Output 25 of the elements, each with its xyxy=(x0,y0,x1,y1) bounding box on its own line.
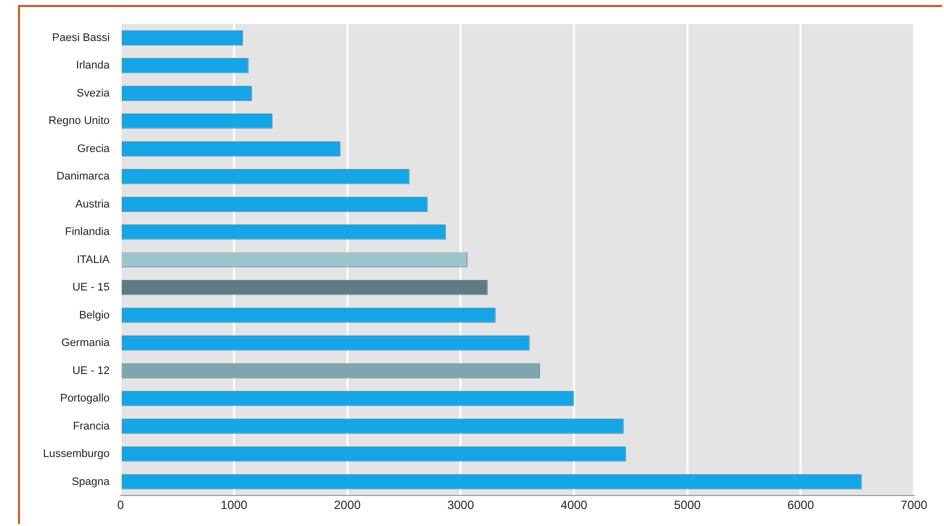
y-tick-label: Paesi Bassi xyxy=(52,32,110,44)
y-tick-label: Austria xyxy=(75,198,111,210)
y-tick-label: ITALIA xyxy=(76,254,110,266)
y-tick-label: Germania xyxy=(61,337,111,350)
x-tick-label: 6000 xyxy=(787,498,814,512)
y-tick-label: Svezia xyxy=(76,87,111,100)
x-tick-label: 4000 xyxy=(560,498,588,512)
y-tick-label: UE - 15 xyxy=(72,282,110,294)
y-tick-label: Lussemburgo xyxy=(42,448,110,460)
y-tick-label: Portogallo xyxy=(60,392,110,405)
y-tick-label: Spagna xyxy=(72,476,111,488)
y-tick-label: Regno Unito xyxy=(48,115,110,128)
y-tick-label: Francia xyxy=(72,420,111,432)
y-tick-label: Finlandia xyxy=(65,226,111,238)
x-tick-label: 0 xyxy=(117,498,124,512)
x-tick-label: 3000 xyxy=(447,498,474,512)
y-tick-label: Danimarca xyxy=(56,170,111,183)
y-tick-label: Grecia xyxy=(77,142,111,155)
y-tick-label: UE - 12 xyxy=(72,364,110,377)
y-tick-label: Belgio xyxy=(79,309,110,322)
x-tick-label: 5000 xyxy=(674,498,701,512)
x-tick-label: 1000 xyxy=(220,498,248,512)
x-tick-label: 2000 xyxy=(334,498,361,512)
y-tick-label: Irlanda xyxy=(76,60,111,72)
x-tick-label: 7000 xyxy=(900,498,928,512)
